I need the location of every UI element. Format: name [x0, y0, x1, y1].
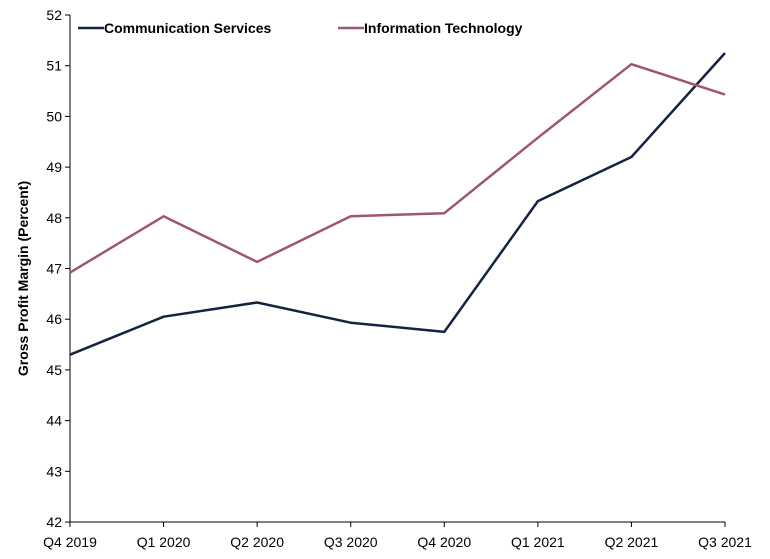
x-tick-label: Q1 2021: [511, 534, 565, 550]
x-tick-label: Q4 2020: [417, 534, 471, 550]
x-tick-label: Q4 2019: [43, 534, 97, 550]
y-tick-label: 46: [46, 311, 62, 327]
series-line-communication-services: [69, 52, 726, 356]
x-tick-label: Q2 2021: [605, 534, 659, 550]
y-tick-label: 47: [46, 261, 62, 277]
y-axis-ticks: 42 43 44 45 46 47 48 49 50 51 52: [46, 7, 70, 530]
y-tick-label: 43: [46, 463, 62, 479]
legend-label: Information Technology: [364, 20, 523, 36]
y-tick-label: 51: [46, 58, 62, 74]
legend: Communication Services Information Techno…: [78, 20, 523, 36]
x-tick-label: Q1 2020: [137, 534, 191, 550]
y-tick-label: 49: [46, 159, 62, 175]
y-tick-label: 42: [46, 514, 62, 530]
x-axis-ticks: Q4 2019 Q1 2020 Q2 2020 Q3 2020 Q4 2020 Q1 20…: [43, 522, 752, 550]
y-tick-label: 44: [46, 413, 62, 429]
y-tick-label: 52: [46, 7, 62, 23]
series-lines: [69, 52, 726, 356]
x-tick-label: Q3 2020: [324, 534, 378, 550]
x-tick-label: Q3 2021: [698, 534, 752, 550]
y-axis-title: Gross Profit Margin (Percent): [15, 181, 31, 376]
y-tick-label: 48: [46, 210, 62, 226]
y-tick-label: 50: [46, 108, 62, 124]
series-line-information-technology: [69, 62, 726, 274]
y-tick-label: 45: [46, 362, 62, 378]
legend-label: Communication Services: [104, 20, 271, 36]
x-tick-label: Q2 2020: [230, 534, 284, 550]
